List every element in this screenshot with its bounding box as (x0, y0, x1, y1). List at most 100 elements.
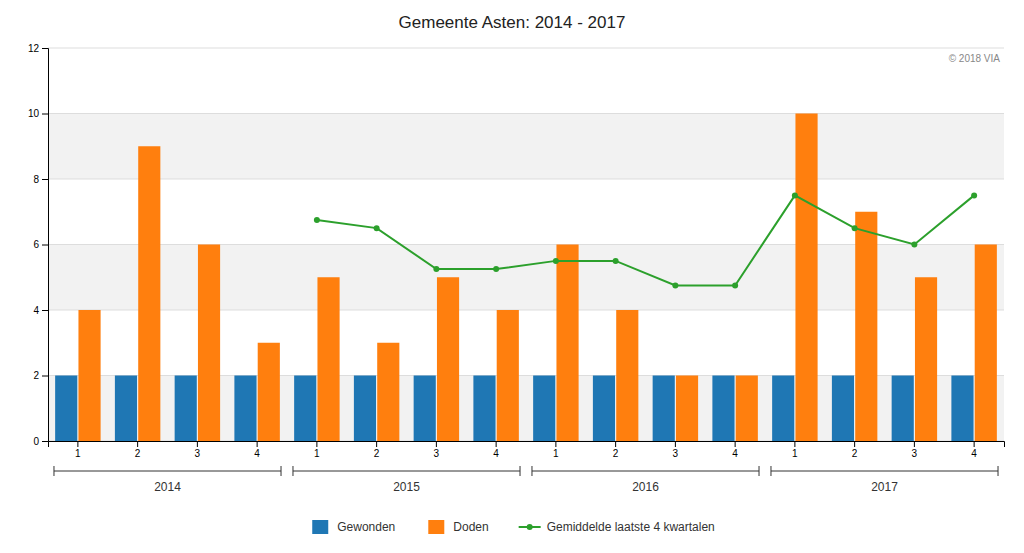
legend-item: Gewonden (312, 520, 395, 534)
x-tick: 4 (493, 441, 499, 459)
x-tick-label: 3 (673, 448, 679, 459)
bar (138, 146, 160, 441)
legend-label: Gemiddelde laatste 4 kwartalen (547, 520, 715, 534)
y-tick-label: 8 (33, 174, 39, 185)
grid-line (48, 48, 1004, 49)
chart-container: 0246810121234123412341234201420152016201… (0, 0, 1024, 553)
bar (317, 277, 339, 441)
x-tick: 1 (314, 441, 320, 459)
line-series (314, 192, 977, 288)
x-tick-label: 3 (195, 448, 201, 459)
x-tick-label: 3 (912, 448, 918, 459)
marks (55, 114, 997, 442)
y-tick-mark (42, 48, 48, 49)
x-tick: 2 (852, 441, 858, 459)
bracket-end (531, 466, 532, 476)
x-tick: 2 (135, 441, 141, 459)
bracket-end (292, 466, 293, 476)
x-tick-mark (914, 441, 915, 447)
bar-series (78, 114, 996, 442)
x-tick-mark (197, 441, 198, 447)
x-tick-label: 2 (852, 448, 858, 459)
bar (772, 376, 794, 442)
x-tick-label: 3 (434, 448, 440, 459)
x-tick-mark (257, 441, 258, 447)
y-tick: 8 (33, 174, 48, 185)
legend-marker (527, 524, 533, 530)
y-tick-mark (42, 376, 48, 377)
x-tick-mark (376, 441, 377, 447)
legend-item: Doden (428, 520, 488, 534)
x-tick-mark (794, 441, 795, 447)
x-tick: 1 (75, 441, 81, 459)
legend-label: Gewonden (337, 520, 395, 534)
line-marker (433, 266, 439, 272)
y-tick: 4 (33, 305, 48, 316)
x-tick-mark (316, 441, 317, 447)
bracket-line (54, 471, 281, 472)
y-tick: 2 (33, 370, 48, 381)
category-groups: 2014201520162017 (54, 466, 998, 494)
bar (892, 376, 914, 442)
band (48, 114, 1004, 180)
bar (414, 376, 436, 442)
line-marker (613, 258, 619, 264)
y-tick-label: 0 (33, 436, 39, 447)
group-bracket (771, 466, 998, 476)
group-bracket (532, 466, 759, 476)
bar (616, 310, 638, 441)
x-tick-label: 2 (135, 448, 141, 459)
line-marker (493, 266, 499, 272)
x-tick: 1 (553, 441, 559, 459)
y-tick: 6 (33, 239, 48, 250)
bar (975, 245, 997, 442)
bar (533, 376, 555, 442)
bracket-end (520, 466, 521, 476)
y-tick-mark (42, 441, 48, 442)
line-marker (672, 282, 678, 288)
x-tick-mark (615, 441, 616, 447)
x-tick: 3 (434, 441, 440, 459)
bracket-end (998, 466, 999, 476)
bar (556, 245, 578, 442)
x-tick-label: 1 (792, 448, 798, 459)
title: Gemeente Asten: 2014 - 2017 (399, 13, 626, 32)
bar (832, 376, 854, 442)
y-tick-label: 4 (33, 305, 39, 316)
x-tick: 4 (732, 441, 738, 459)
bar (473, 376, 495, 442)
x-tick: 1 (792, 441, 798, 459)
x-tick-label: 1 (75, 448, 81, 459)
x-tick: 2 (613, 441, 619, 459)
bar (198, 245, 220, 442)
x-tick-label: 4 (971, 448, 977, 459)
bar (736, 376, 758, 442)
bar (676, 376, 698, 442)
y-tick: 0 (33, 436, 48, 447)
x-tick-mark (675, 441, 676, 447)
y-tick-label: 10 (28, 108, 40, 119)
y-axis: 0 2 4 6 8 10 12 (28, 43, 49, 447)
x-tick-label: 1 (314, 448, 320, 459)
y-tick-mark (42, 114, 48, 115)
bar (294, 376, 316, 442)
bracket-end (770, 466, 771, 476)
line-marker (732, 282, 738, 288)
bar (593, 376, 615, 442)
line-marker (374, 225, 380, 231)
plot-area: 0246810121234123412341234201420152016201… (28, 43, 1005, 494)
x-axis: 1234123412341234 (49, 441, 1005, 459)
x-tick-mark (77, 441, 78, 447)
line-marker (971, 192, 977, 198)
x-tick: 3 (195, 441, 201, 459)
group-bracket (293, 466, 520, 476)
legend: Gewonden Doden Gemiddelde laatste 4 kwarta… (312, 520, 715, 534)
annotation: © 2018 VIA (949, 53, 1001, 64)
bar (115, 376, 137, 442)
legend-item: Gemiddelde laatste 4 kwartalen (519, 520, 715, 534)
bracket-end (53, 466, 54, 476)
x-tick-mark (137, 441, 138, 447)
bracket-line (532, 471, 759, 472)
bar (712, 376, 734, 442)
y-tick: 12 (28, 43, 48, 54)
